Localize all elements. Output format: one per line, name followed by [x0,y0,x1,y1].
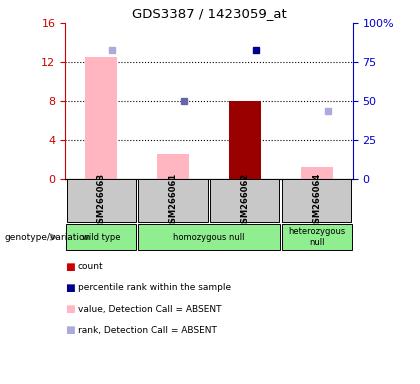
Title: GDS3387 / 1423059_at: GDS3387 / 1423059_at [131,7,286,20]
Text: value, Detection Call = ABSENT: value, Detection Call = ABSENT [78,305,221,314]
Bar [301,167,333,179]
Text: ■: ■ [65,325,75,335]
Bar [281,224,352,250]
Bar [66,179,136,222]
Bar [85,57,117,179]
Text: percentile rank within the sample: percentile rank within the sample [78,283,231,293]
Text: ■: ■ [65,262,75,272]
Text: genotype/variation: genotype/variation [4,233,90,242]
Text: GSM266063: GSM266063 [97,172,105,229]
Bar [139,179,207,222]
Text: ■: ■ [65,283,75,293]
Bar [210,179,279,222]
Text: wild type: wild type [82,233,120,242]
Text: count: count [78,262,103,271]
Text: GSM266064: GSM266064 [312,172,321,229]
Bar [229,101,261,179]
Bar [66,224,136,250]
Text: rank, Detection Call = ABSENT: rank, Detection Call = ABSENT [78,326,217,335]
Bar [282,179,352,222]
Text: homozygous null: homozygous null [173,233,245,242]
Text: GSM266061: GSM266061 [168,172,178,229]
Text: heterozygous
null: heterozygous null [288,227,346,247]
Text: ■: ■ [65,304,75,314]
Bar [157,154,189,179]
Bar [138,224,280,250]
Text: GSM266062: GSM266062 [240,172,249,229]
